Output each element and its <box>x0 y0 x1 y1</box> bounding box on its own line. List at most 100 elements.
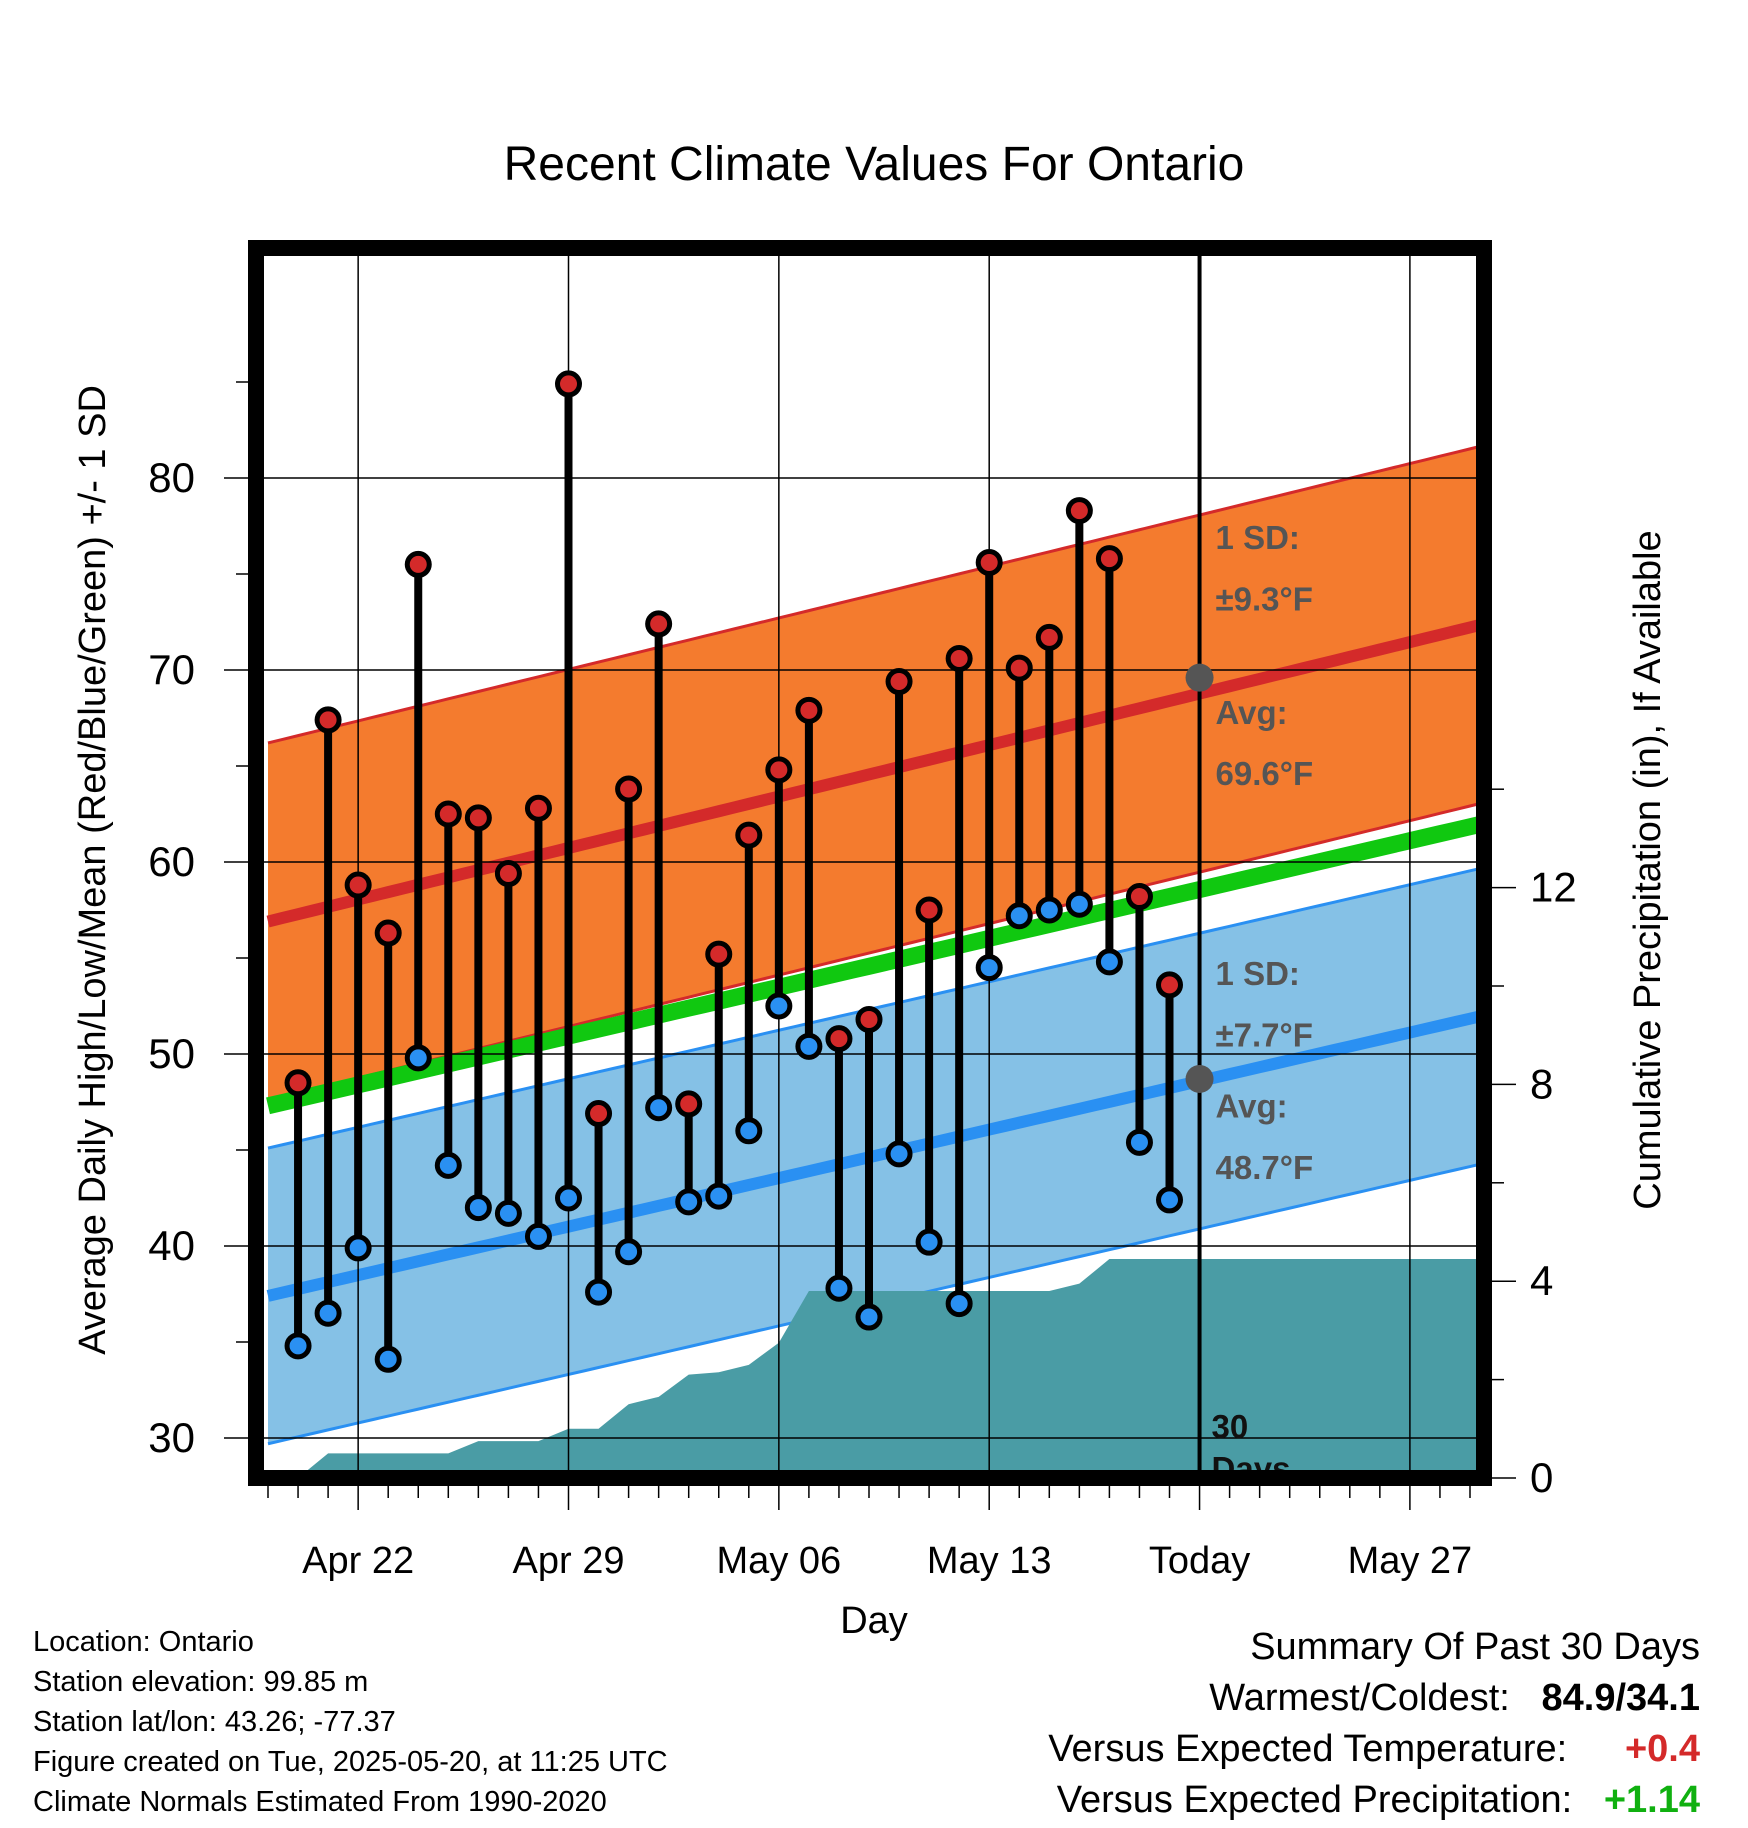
daily-low-point <box>705 1182 733 1210</box>
daily-high-point <box>374 919 402 947</box>
daily-high-point <box>524 794 552 822</box>
daily-high-point <box>494 860 522 888</box>
mean-normal-line <box>266 814 1484 1115</box>
low-sd-label: 1 SD: <box>1216 955 1300 992</box>
daily-low-point <box>1156 1186 1183 1214</box>
temp-vs-expected-label: Versus Expected Temperature: <box>1048 1728 1568 1770</box>
x-tick-label: May 06 <box>717 1540 842 1582</box>
daily-high-point <box>735 821 763 849</box>
daily-high-point <box>765 756 793 784</box>
summary-title: Summary Of Past 30 Days <box>1250 1626 1700 1668</box>
y-tick-label-left: 30 <box>148 1414 195 1461</box>
daily-high-point <box>825 1025 853 1053</box>
daily-low-point <box>434 1151 462 1179</box>
precip-vs-expected-row: Versus Expected Precipitation: +1.14 <box>1048 1775 1700 1826</box>
daily-high-point <box>1065 497 1093 525</box>
high-sd-label: 1 SD: <box>1216 519 1300 556</box>
daily-low-point <box>464 1194 492 1222</box>
daily-low-point <box>735 1117 763 1145</box>
precipitation-area <box>268 1259 1484 1478</box>
daily-high-point <box>705 940 733 968</box>
elevation-text: Station elevation: 99.85 m <box>33 1666 369 1698</box>
daily-low-point <box>765 992 793 1020</box>
y-tick-label-right: 12 <box>1530 864 1577 911</box>
daily-low-point <box>1005 902 1033 930</box>
high-sd-upper-line <box>267 443 1484 745</box>
daily-low-point <box>1035 896 1063 924</box>
y-tick-label-right: 4 <box>1530 1257 1553 1304</box>
daily-high-point <box>464 804 492 832</box>
daily-high-point <box>795 696 823 724</box>
high-avg-value: 69.6°F <box>1216 755 1314 792</box>
daily-low-point <box>1065 890 1093 918</box>
x-tick-label: May 13 <box>927 1540 1052 1582</box>
created-text: Figure created on Tue, 2025-05-20, at 11… <box>33 1746 668 1778</box>
high-sd-value: ±9.3°F <box>1216 580 1313 617</box>
daily-high-point <box>645 610 673 638</box>
daily-low-point <box>524 1222 552 1250</box>
daily-low-point <box>945 1290 973 1318</box>
precip-vs-expected-value: +1.14 <box>1603 1779 1700 1821</box>
y-axis-label-left: Average Daily High/Low/Mean (Red/Blue/Gr… <box>72 385 114 1355</box>
warmest-coldest-value: 84.9/34.1 <box>1541 1677 1700 1719</box>
daily-high-point <box>434 800 462 828</box>
x-tick-label: Apr 22 <box>302 1540 414 1582</box>
daily-high-point <box>585 1100 613 1128</box>
daily-low-point <box>975 954 1003 982</box>
daily-high-point <box>344 871 372 899</box>
daily-low-point <box>1125 1128 1153 1156</box>
daily-high-point <box>855 1005 883 1033</box>
daily-high-point <box>945 644 973 672</box>
low-avg-label: Avg: <box>1216 1087 1288 1124</box>
daily-high-point <box>1035 623 1063 651</box>
daily-high-point <box>404 550 432 578</box>
daily-low-point <box>645 1094 673 1122</box>
daily-low-point <box>555 1184 582 1212</box>
chart-title: Recent Climate Values For Ontario <box>504 138 1245 191</box>
y-axis-label-right: Cumulative Precipitation (in), If Availa… <box>1627 530 1669 1209</box>
daily-low-point <box>795 1032 823 1060</box>
temp-vs-expected-value: +0.4 <box>1624 1728 1700 1770</box>
low-sd-value: ±7.7°F <box>1216 1016 1313 1053</box>
y-tick-label-left: 70 <box>148 646 195 693</box>
daily-high-point <box>975 548 1003 576</box>
high-avg-label: Avg: <box>1216 694 1288 731</box>
x-tick-label: May 27 <box>1348 1540 1473 1582</box>
low-avg-line <box>266 1009 1484 1302</box>
y-tick-label-right: 0 <box>1530 1454 1553 1501</box>
daily-low-point <box>314 1299 342 1327</box>
daily-high-point <box>1125 883 1153 911</box>
warmest-coldest-row: Warmest/Coldest: 84.9/34.1 <box>1048 1673 1700 1724</box>
daily-low-point <box>1095 948 1123 976</box>
daily-high-point <box>1005 654 1033 682</box>
daily-low-point <box>585 1278 613 1306</box>
normals-text: Climate Normals Estimated From 1990-2020 <box>33 1786 607 1818</box>
daily-high-point <box>675 1090 703 1118</box>
x-tick-label: Today <box>1149 1540 1250 1582</box>
summary-panel: Summary Of Past 30 Days Warmest/Coldest:… <box>1048 1622 1700 1826</box>
daily-low-point <box>494 1199 522 1227</box>
daily-high-point <box>284 1069 312 1097</box>
plot-frame <box>248 240 1492 1486</box>
y-tick-label-right: 8 <box>1530 1060 1553 1107</box>
y-tick-label-left: 50 <box>148 1030 195 1077</box>
location-text: Location: Ontario <box>33 1626 254 1658</box>
daily-high-point <box>885 668 913 696</box>
daily-low-point <box>344 1234 372 1262</box>
y-tick-label-left: 80 <box>148 454 195 501</box>
today-low-avg-marker <box>1185 1064 1214 1093</box>
daily-low-point <box>915 1228 943 1256</box>
daily-low-point <box>374 1345 402 1373</box>
y-tick-label-left: 40 <box>148 1222 195 1269</box>
daily-low-point <box>855 1303 883 1331</box>
daily-high-point <box>615 775 643 803</box>
daily-low-point <box>885 1140 913 1168</box>
latlon-text: Station lat/lon: 43.26; -77.37 <box>33 1706 396 1738</box>
daily-low-point <box>675 1188 703 1216</box>
precip-vs-expected-label: Versus Expected Precipitation: <box>1056 1779 1573 1821</box>
warmest-coldest-label: Warmest/Coldest: <box>1209 1677 1510 1719</box>
plot-area: 1 SD: ±9.3°F Avg: 69.6°F 1 SD: ±7.7°F Avg: 48.7… <box>148 240 1577 1582</box>
daily-low-point <box>825 1274 853 1302</box>
low-avg-value: 48.7°F <box>1216 1149 1314 1186</box>
